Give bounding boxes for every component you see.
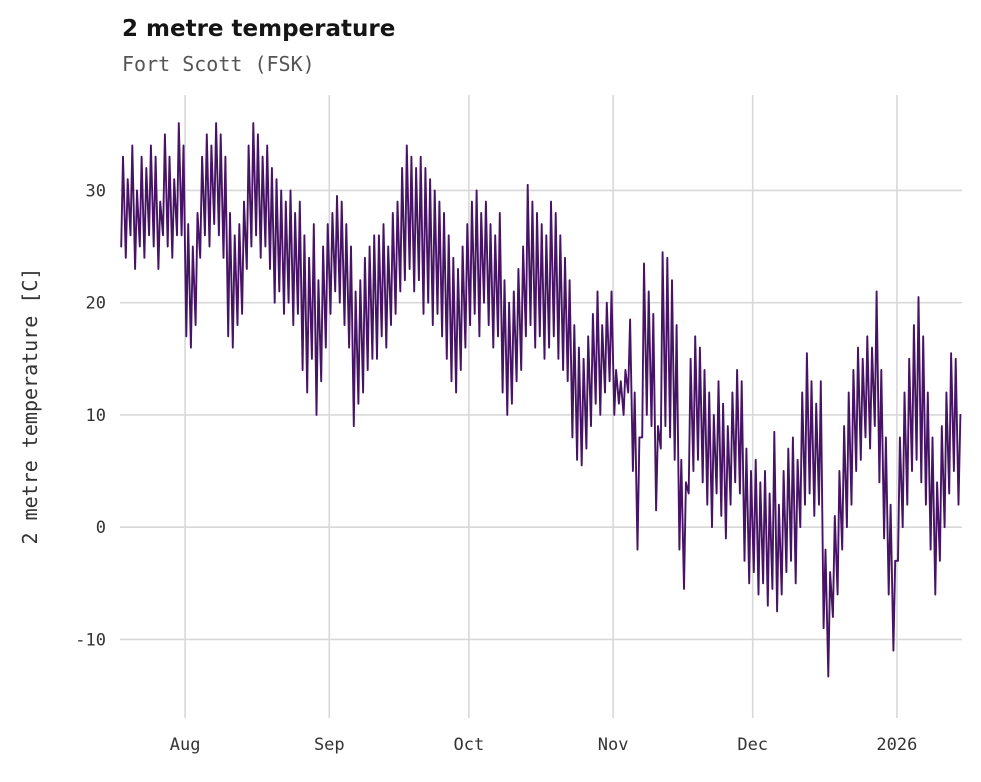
svg-text:Nov: Nov <box>598 735 629 755</box>
svg-text:Oct: Oct <box>454 735 485 755</box>
chart-subtitle: Fort Scott (FSK) <box>122 52 315 76</box>
svg-text:20: 20 <box>86 294 106 314</box>
svg-text:30: 30 <box>86 181 106 201</box>
svg-text:-10: -10 <box>75 630 106 650</box>
svg-text:Sep: Sep <box>314 735 345 755</box>
svg-text:2026: 2026 <box>876 735 917 755</box>
svg-text:Aug: Aug <box>170 735 201 755</box>
svg-text:10: 10 <box>86 406 106 426</box>
y-axis-label: 2 metre temperature [C] <box>18 267 42 545</box>
svg-text:0: 0 <box>96 518 106 538</box>
svg-text:Dec: Dec <box>737 735 768 755</box>
chart-title: 2 metre temperature <box>122 16 396 42</box>
